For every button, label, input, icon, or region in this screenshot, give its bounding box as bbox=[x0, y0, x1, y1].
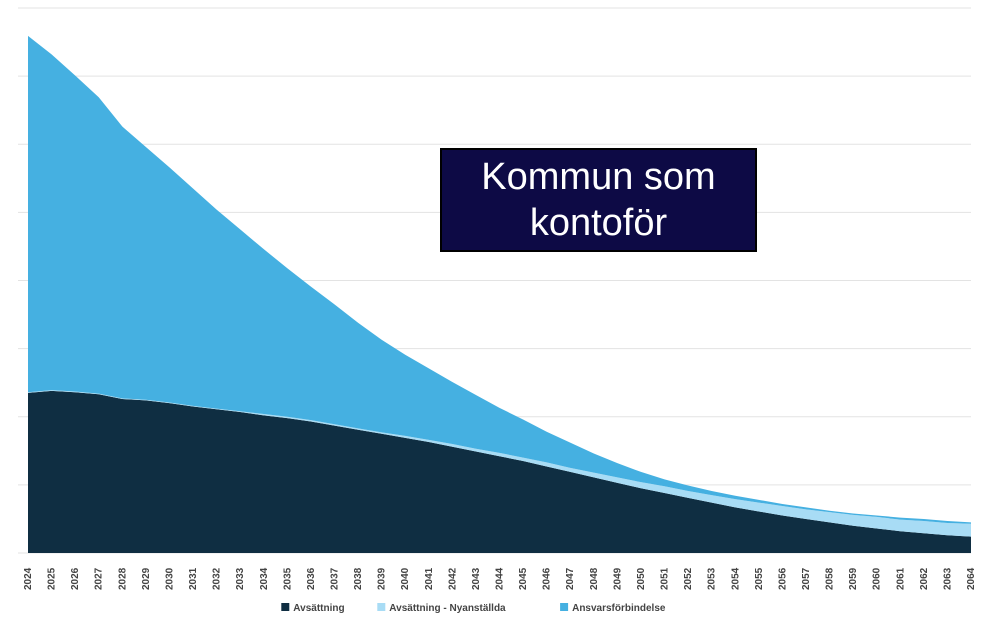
x-tick-label: 2060 bbox=[872, 567, 883, 590]
x-tick-label: 2064 bbox=[966, 567, 977, 590]
x-tick-label: 2056 bbox=[777, 567, 788, 590]
x-tick-label: 2029 bbox=[141, 567, 152, 590]
x-tick-label: 2054 bbox=[730, 567, 741, 590]
legend-label: Avsättning bbox=[293, 603, 344, 614]
x-tick-label: 2063 bbox=[942, 567, 953, 590]
x-tick-label: 2053 bbox=[707, 567, 718, 590]
legend-swatch bbox=[560, 603, 569, 611]
x-tick-label: 2024 bbox=[23, 567, 34, 590]
x-tick-label: 2058 bbox=[825, 567, 836, 590]
area bbox=[28, 390, 971, 553]
legend-swatch bbox=[281, 603, 290, 611]
x-tick-label: 2050 bbox=[636, 567, 647, 590]
legend-label: Ansvarsförbindelse bbox=[572, 603, 666, 614]
x-tick-label: 2051 bbox=[660, 567, 671, 590]
x-tick-label: 2062 bbox=[919, 567, 930, 590]
x-tick-label: 2059 bbox=[848, 567, 859, 590]
x-tick-label: 2030 bbox=[164, 567, 175, 590]
x-tick-label: 2037 bbox=[329, 567, 340, 590]
x-tick-label: 2044 bbox=[495, 567, 506, 590]
x-tick-label: 2046 bbox=[542, 567, 553, 590]
x-tick-label: 2040 bbox=[400, 567, 411, 590]
x-tick-label: 2032 bbox=[212, 567, 223, 590]
x-tick-label: 2047 bbox=[565, 567, 576, 590]
x-tick-label: 2061 bbox=[895, 567, 906, 590]
x-tick-label: 2038 bbox=[353, 567, 364, 590]
x-tick-label: 2026 bbox=[70, 567, 81, 590]
legend-swatch bbox=[377, 603, 386, 611]
x-tick-label: 2036 bbox=[306, 567, 317, 590]
x-tick-label: 2057 bbox=[801, 567, 812, 590]
x-tick-label: 2041 bbox=[424, 567, 435, 590]
x-tick-label: 2042 bbox=[447, 567, 458, 590]
x-tick-label: 2033 bbox=[235, 567, 246, 590]
x-tick-label: 2027 bbox=[94, 567, 105, 590]
x-tick-label: 2034 bbox=[259, 567, 270, 590]
x-tick-label: 2045 bbox=[518, 567, 529, 590]
x-tick-label: 2048 bbox=[589, 567, 600, 590]
legend-label: Avsättning - Nyanställda bbox=[389, 603, 506, 614]
x-tick-label: 2028 bbox=[117, 567, 128, 590]
x-tick-label: 2039 bbox=[377, 567, 388, 590]
area bbox=[28, 390, 971, 537]
x-tick-label: 2025 bbox=[47, 567, 58, 590]
x-tick-label: 2035 bbox=[282, 567, 293, 590]
x-tick-label: 2049 bbox=[612, 567, 623, 590]
x-tick-label: 2055 bbox=[754, 567, 765, 590]
x-tick-label: 2052 bbox=[683, 567, 694, 590]
annotation: Kommun som kontoför bbox=[440, 148, 757, 252]
x-tick-label: 2031 bbox=[188, 567, 199, 590]
area bbox=[28, 35, 971, 524]
x-tick-label: 2043 bbox=[471, 567, 482, 590]
